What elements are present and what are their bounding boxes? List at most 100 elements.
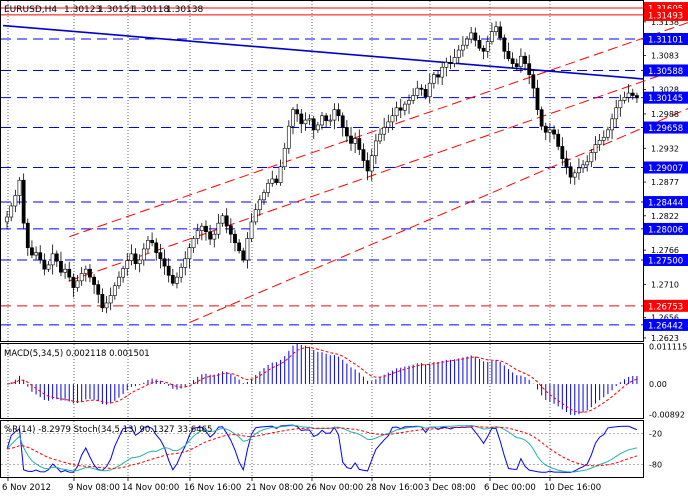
candle-body <box>489 31 494 42</box>
candle-body <box>597 140 602 145</box>
candle-body <box>216 222 221 235</box>
time-tick-label: 26 Nov 00:00 <box>306 483 363 493</box>
candle-body <box>108 295 113 304</box>
level-label-box <box>644 161 688 174</box>
symbol-header: EURUSD,H4 <box>4 5 57 15</box>
stoch-tick-label: -20 <box>649 430 662 439</box>
stoch-indicator: -20 -80 <box>1 424 662 474</box>
candle-body <box>170 275 175 284</box>
candle-body <box>564 158 569 168</box>
macd-label: MACD(5,34,5) 0.002118 0.001501 <box>4 349 150 359</box>
candle-body <box>485 41 490 52</box>
candle-body <box>220 215 225 224</box>
candle-body <box>456 49 461 58</box>
candle-body <box>208 231 213 240</box>
level-label-box <box>644 91 688 104</box>
candle-body <box>158 252 163 260</box>
candle-body <box>581 164 585 169</box>
candle-body <box>506 51 511 59</box>
candle-body <box>460 44 465 51</box>
time-tick-label: 9 Nov 08:00 <box>68 483 120 493</box>
price-tick-label: 1.3083 <box>651 52 679 61</box>
candle-body <box>175 276 179 284</box>
time-tick-label: 3 Dec 08:00 <box>424 483 476 493</box>
candle-body <box>390 115 395 123</box>
level-label-box <box>644 32 688 45</box>
candle-body <box>498 26 503 39</box>
level-label: 1.28006 <box>648 225 683 235</box>
candle-body <box>332 109 337 121</box>
candle-body <box>13 195 18 207</box>
candle-body <box>179 267 184 278</box>
ohlc-close: 1.30138 <box>166 5 203 15</box>
candle-body <box>233 233 237 244</box>
candle-body <box>133 253 138 264</box>
price-tick-label: 1.2932 <box>651 144 679 153</box>
candle-body <box>63 268 67 273</box>
candle-body <box>548 129 552 133</box>
candle-body <box>394 107 399 117</box>
candle-body <box>523 55 527 64</box>
candle-body <box>519 55 523 67</box>
candle-body <box>353 138 358 144</box>
candle-body <box>357 138 362 150</box>
candle-body <box>241 250 246 261</box>
candle-body <box>531 74 536 89</box>
candle-body <box>378 133 382 142</box>
candle-body <box>510 58 515 64</box>
candle-body <box>282 147 287 168</box>
candle-body <box>402 103 407 111</box>
time-tick-label: 10 Dec 16:00 <box>544 483 601 493</box>
candle-body <box>572 172 577 178</box>
macd-tick-label: -0.00892 <box>649 410 685 419</box>
candle-body <box>477 39 482 49</box>
stoch-signal-line <box>7 426 638 469</box>
candle-body <box>436 74 440 78</box>
candle-body <box>539 109 544 127</box>
candle-body <box>83 268 88 274</box>
price-tick-label: 1.2766 <box>651 246 679 255</box>
candle-body <box>585 161 590 166</box>
candle-body <box>502 37 507 52</box>
candle-body <box>112 285 117 296</box>
candle-body <box>622 97 627 101</box>
stoch-label: %R(14) -8.2979 Stoch(34,5,13) 90.1327 33… <box>4 425 212 435</box>
time-tick-label: 28 Nov 16:00 <box>366 483 423 493</box>
candle-body <box>42 259 47 270</box>
candle-body <box>228 225 233 235</box>
price-tick-label: 1.3028 <box>651 85 679 94</box>
level-label-box <box>644 253 688 266</box>
candle-body <box>315 124 320 131</box>
candle-body <box>568 166 573 178</box>
candle-body <box>311 118 316 131</box>
candle-body <box>187 247 192 260</box>
candle-body <box>324 115 329 121</box>
candle-body <box>88 268 92 278</box>
candle-body <box>452 57 457 64</box>
macd-signal-line <box>7 346 638 413</box>
ohlc-high: 1.30151 <box>98 5 135 15</box>
candle-body <box>444 62 449 68</box>
candle-body <box>191 238 196 249</box>
price-panel <box>0 0 644 342</box>
candle-body <box>411 95 416 101</box>
candle-body <box>527 63 532 75</box>
candle-body <box>494 26 498 32</box>
candle-body <box>407 100 411 105</box>
candle-body <box>38 252 43 261</box>
candle-body <box>614 107 619 120</box>
candle-body <box>398 107 403 111</box>
level-label-box <box>644 8 688 21</box>
price-tick-label: 1.2988 <box>651 110 679 119</box>
candle-body <box>577 167 581 174</box>
candle-body <box>195 230 200 239</box>
macd-tick-label: 0.00 <box>649 380 667 389</box>
williams-r-line <box>6 424 638 474</box>
candle-body <box>79 273 84 282</box>
candle-body <box>199 225 204 231</box>
trend-line <box>3 24 644 80</box>
candle-body <box>349 135 353 144</box>
candle-body <box>121 268 125 278</box>
candle-body <box>552 129 556 135</box>
